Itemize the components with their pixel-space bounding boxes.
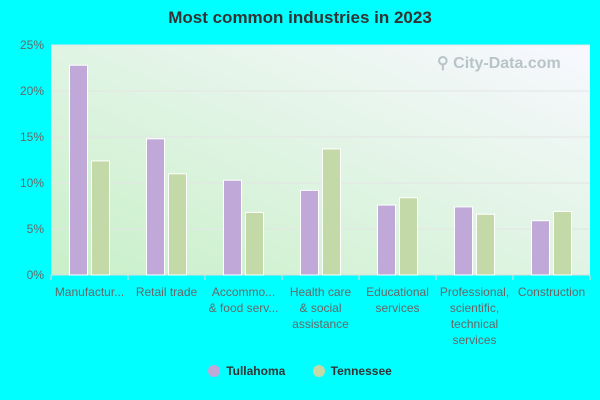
bar-tullahoma <box>223 179 242 276</box>
x-category-label: Educational <box>366 285 429 299</box>
legend-item-tullahoma: Tullahoma <box>208 364 285 378</box>
chart-title: Most common industries in 2023 <box>168 8 432 27</box>
y-tick-label: 25% <box>20 38 44 52</box>
bar-tennessee <box>91 160 110 276</box>
bar-tennessee <box>245 211 264 276</box>
bar-tennessee <box>553 211 572 276</box>
legend-item-tennessee: Tennessee <box>312 364 392 378</box>
x-category-label: Manufactur... <box>55 285 124 299</box>
legend-swatch <box>208 365 221 377</box>
x-category-label: Health care <box>290 285 352 299</box>
legend-swatch <box>312 365 325 377</box>
legend-label: Tennessee <box>330 364 392 378</box>
bar-tennessee <box>168 173 187 276</box>
bar-tullahoma <box>454 206 473 276</box>
x-category-label: assistance <box>292 317 349 331</box>
y-tick-label: 5% <box>27 222 45 236</box>
bar-tullahoma <box>146 138 165 276</box>
x-category-label: technical <box>451 317 498 331</box>
legend-label: Tullahoma <box>226 364 286 378</box>
x-category-label: & food serv... <box>209 301 279 315</box>
bar-tennessee <box>476 213 495 276</box>
watermark-logo: ⚲ City-Data.com <box>437 55 561 72</box>
bar-tennessee <box>322 148 341 276</box>
x-category-label: services <box>452 333 496 347</box>
bar-tennessee <box>399 197 418 276</box>
x-category-label: Professional, <box>440 285 509 299</box>
x-category-label: Construction <box>518 285 585 299</box>
x-category-label: Accommo... <box>212 285 275 299</box>
x-category-label: & social <box>299 301 341 315</box>
y-tick-label: 0% <box>27 268 45 282</box>
x-category-label: scientific, <box>450 301 499 315</box>
bar-tullahoma <box>531 220 550 276</box>
x-category-label: Retail trade <box>136 285 198 299</box>
bar-tullahoma <box>300 189 319 276</box>
y-tick-label: 10% <box>20 176 44 190</box>
legend: Tullahoma Tennessee <box>0 364 600 378</box>
plot-area <box>51 45 590 275</box>
x-category-label: services <box>375 301 419 315</box>
y-tick-label: 15% <box>20 130 44 144</box>
bar-tullahoma <box>377 204 396 276</box>
bar-tullahoma <box>69 64 88 276</box>
y-tick-label: 20% <box>20 84 44 98</box>
